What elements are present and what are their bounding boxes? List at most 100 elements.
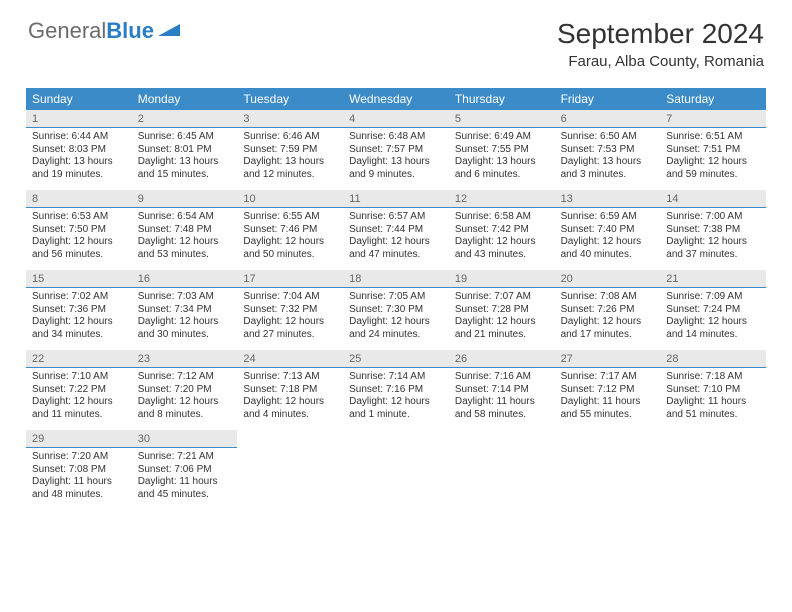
day-number: 12: [449, 190, 555, 207]
daynum-band: 2930: [26, 430, 766, 448]
location-text: Farau, Alba County, Romania: [557, 53, 764, 70]
daylight-line2: and 3 minutes.: [561, 169, 655, 182]
daylight-line2: and 17 minutes.: [561, 329, 655, 342]
sunrise-text: Sunrise: 6:55 AM: [243, 211, 337, 224]
daylight-line1: Daylight: 11 hours: [561, 396, 655, 409]
sunrise-text: Sunrise: 7:20 AM: [32, 451, 126, 464]
sunset-text: Sunset: 7:10 PM: [666, 384, 760, 397]
day-number: 29: [26, 430, 132, 448]
logo: GeneralBlue: [28, 18, 180, 44]
sunrise-text: Sunrise: 6:58 AM: [455, 211, 549, 224]
daynum-band: 15161718192021: [26, 270, 766, 288]
day-number: [555, 430, 661, 448]
sunset-text: Sunset: 7:55 PM: [455, 144, 549, 157]
sunrise-text: Sunrise: 6:59 AM: [561, 211, 655, 224]
day-content: Sunrise: 7:00 AMSunset: 7:38 PMDaylight:…: [660, 208, 766, 270]
day-content: Sunrise: 7:04 AMSunset: 7:32 PMDaylight:…: [237, 288, 343, 350]
sunset-text: Sunset: 7:40 PM: [561, 224, 655, 237]
sunrise-text: Sunrise: 6:45 AM: [138, 131, 232, 144]
daylight-line1: Daylight: 12 hours: [561, 316, 655, 329]
daylight-line2: and 8 minutes.: [138, 409, 232, 422]
weekday-saturday: Saturday: [660, 88, 766, 110]
daylight-line1: Daylight: 12 hours: [349, 316, 443, 329]
sunrise-text: Sunrise: 6:51 AM: [666, 131, 760, 144]
day-content: Sunrise: 7:05 AMSunset: 7:30 PMDaylight:…: [343, 288, 449, 350]
daylight-line2: and 24 minutes.: [349, 329, 443, 342]
day-content: Sunrise: 6:49 AMSunset: 7:55 PMDaylight:…: [449, 128, 555, 190]
content-band: Sunrise: 6:53 AMSunset: 7:50 PMDaylight:…: [26, 208, 766, 270]
daylight-line1: Daylight: 12 hours: [666, 236, 760, 249]
daylight-line1: Daylight: 12 hours: [138, 396, 232, 409]
daylight-line2: and 4 minutes.: [243, 409, 337, 422]
daylight-line2: and 45 minutes.: [138, 489, 232, 502]
weekday-monday: Monday: [132, 88, 238, 110]
daylight-line2: and 47 minutes.: [349, 249, 443, 262]
sunrise-text: Sunrise: 7:21 AM: [138, 451, 232, 464]
daylight-line1: Daylight: 12 hours: [455, 316, 549, 329]
day-number: [449, 430, 555, 448]
day-number: 15: [26, 270, 132, 287]
daylight-line1: Daylight: 11 hours: [455, 396, 549, 409]
sunset-text: Sunset: 7:38 PM: [666, 224, 760, 237]
day-number: [660, 430, 766, 448]
day-number: 8: [26, 190, 132, 207]
daylight-line2: and 55 minutes.: [561, 409, 655, 422]
daylight-line1: Daylight: 12 hours: [138, 236, 232, 249]
day-number: 22: [26, 350, 132, 367]
daylight-line2: and 50 minutes.: [243, 249, 337, 262]
daylight-line2: and 30 minutes.: [138, 329, 232, 342]
daylight-line1: Daylight: 11 hours: [138, 476, 232, 489]
sunrise-text: Sunrise: 6:46 AM: [243, 131, 337, 144]
sunrise-text: Sunrise: 6:54 AM: [138, 211, 232, 224]
sunset-text: Sunset: 7:30 PM: [349, 304, 443, 317]
daylight-line2: and 58 minutes.: [455, 409, 549, 422]
weekday-thursday: Thursday: [449, 88, 555, 110]
daylight-line1: Daylight: 13 hours: [138, 156, 232, 169]
sunset-text: Sunset: 7:14 PM: [455, 384, 549, 397]
weekday-friday: Friday: [555, 88, 661, 110]
content-band: Sunrise: 7:10 AMSunset: 7:22 PMDaylight:…: [26, 368, 766, 430]
day-content: Sunrise: 7:10 AMSunset: 7:22 PMDaylight:…: [26, 368, 132, 430]
daylight-line2: and 37 minutes.: [666, 249, 760, 262]
sunset-text: Sunset: 7:53 PM: [561, 144, 655, 157]
day-number: 30: [132, 430, 238, 448]
day-number: 3: [237, 110, 343, 127]
day-content: [237, 448, 343, 510]
sunrise-text: Sunrise: 7:10 AM: [32, 371, 126, 384]
daylight-line1: Daylight: 12 hours: [32, 316, 126, 329]
day-number: [343, 430, 449, 448]
sunrise-text: Sunrise: 6:57 AM: [349, 211, 443, 224]
day-number: 16: [132, 270, 238, 287]
content-band: Sunrise: 6:44 AMSunset: 8:03 PMDaylight:…: [26, 128, 766, 190]
day-content: Sunrise: 6:44 AMSunset: 8:03 PMDaylight:…: [26, 128, 132, 190]
daylight-line1: Daylight: 12 hours: [455, 236, 549, 249]
day-content: Sunrise: 7:20 AMSunset: 7:08 PMDaylight:…: [26, 448, 132, 510]
sunrise-text: Sunrise: 6:50 AM: [561, 131, 655, 144]
sunset-text: Sunset: 8:03 PM: [32, 144, 126, 157]
day-content: Sunrise: 6:59 AMSunset: 7:40 PMDaylight:…: [555, 208, 661, 270]
sunset-text: Sunset: 7:12 PM: [561, 384, 655, 397]
day-content: Sunrise: 7:07 AMSunset: 7:28 PMDaylight:…: [449, 288, 555, 350]
sunset-text: Sunset: 7:57 PM: [349, 144, 443, 157]
logo-text-2: Blue: [106, 18, 154, 44]
day-number: 28: [660, 350, 766, 367]
daylight-line1: Daylight: 12 hours: [32, 396, 126, 409]
daylight-line2: and 21 minutes.: [455, 329, 549, 342]
sunrise-text: Sunrise: 7:09 AM: [666, 291, 760, 304]
logo-text-1: General: [28, 18, 106, 44]
daylight-line2: and 15 minutes.: [138, 169, 232, 182]
sunset-text: Sunset: 7:22 PM: [32, 384, 126, 397]
daylight-line1: Daylight: 13 hours: [32, 156, 126, 169]
day-number: 5: [449, 110, 555, 127]
sunrise-text: Sunrise: 7:16 AM: [455, 371, 549, 384]
day-content: Sunrise: 7:18 AMSunset: 7:10 PMDaylight:…: [660, 368, 766, 430]
weekday-tuesday: Tuesday: [237, 88, 343, 110]
daylight-line1: Daylight: 12 hours: [243, 316, 337, 329]
daylight-line1: Daylight: 11 hours: [32, 476, 126, 489]
day-content: Sunrise: 7:16 AMSunset: 7:14 PMDaylight:…: [449, 368, 555, 430]
sunrise-text: Sunrise: 7:03 AM: [138, 291, 232, 304]
sunset-text: Sunset: 7:24 PM: [666, 304, 760, 317]
day-content: [449, 448, 555, 510]
day-content: Sunrise: 6:55 AMSunset: 7:46 PMDaylight:…: [237, 208, 343, 270]
sunset-text: Sunset: 7:06 PM: [138, 464, 232, 477]
